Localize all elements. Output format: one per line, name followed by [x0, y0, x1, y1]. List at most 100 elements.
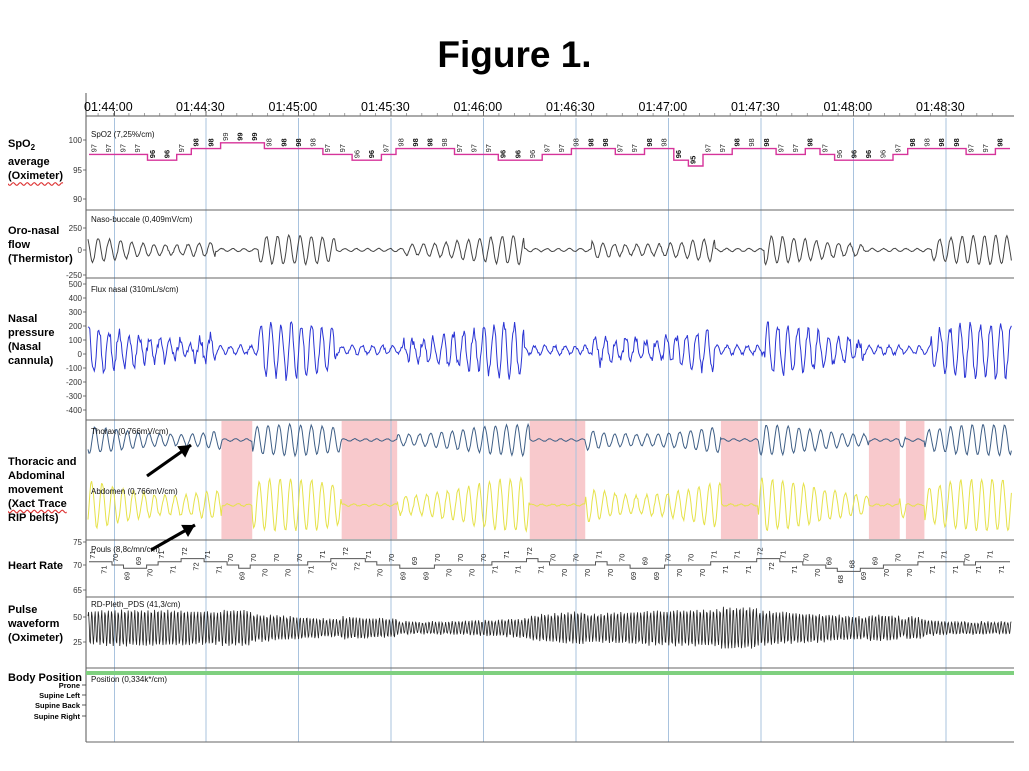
nasal-ytick-label: -400	[66, 406, 83, 415]
hr-value-label: 72	[191, 562, 200, 570]
nasal-ytick-label: 500	[69, 280, 83, 289]
spo2-value-label: 98	[440, 138, 449, 146]
hr-row-label: Heart Rate	[8, 559, 63, 573]
position-label-line1: Body Position	[8, 672, 82, 684]
hr-value-label: 70	[295, 554, 304, 562]
nasal-ytick-label: 300	[69, 308, 83, 317]
resp-label-line1: Thoracic and	[8, 456, 77, 468]
time-label-7: 01:47:30	[731, 100, 780, 114]
spo2-value-label: 98	[733, 138, 742, 146]
spo2-value-label: 98	[279, 138, 288, 146]
hr-value-label: 69	[410, 557, 419, 565]
spo2-trace	[89, 142, 1010, 167]
resp-label-line2: Abdominal	[8, 470, 65, 482]
hr-value-label: 71	[709, 550, 718, 558]
abdomen-trace	[87, 476, 1012, 533]
hr-value-label: 70	[813, 569, 822, 577]
nasal-ytick-label: 100	[69, 336, 83, 345]
thorax-trace	[87, 422, 1012, 458]
nasal-row-label: Nasal pressure (Nasal cannula)	[8, 312, 54, 368]
spo2-value-label: 97	[323, 144, 332, 152]
time-label-3: 01:45:30	[361, 100, 410, 114]
hr-value-label: 71	[733, 551, 742, 559]
spo2-value-label: 97	[791, 144, 800, 152]
hr-value-label: 70	[456, 554, 465, 562]
spo2-value-label: 97	[338, 144, 347, 152]
hr-value-label: 71	[157, 550, 166, 558]
spo2-value-label: 97	[703, 144, 712, 152]
hr-value-label: 71	[307, 565, 316, 573]
hr-value-label: 70	[894, 554, 903, 562]
spo2-value-label: 99	[250, 132, 259, 140]
hr-value-label: 70	[802, 554, 811, 562]
hr-value-label: 72	[341, 547, 350, 555]
channel-names: SpO2 (7,25%/cm) Naso-buccale (0,409mV/cm)…	[91, 130, 193, 684]
spo2-value-label: 97	[455, 144, 464, 152]
spo2-value-label: 97	[557, 144, 566, 152]
spo2-value-label: 98	[996, 138, 1005, 146]
spo2-value-label: 98	[601, 138, 610, 146]
time-label-2: 01:45:00	[269, 100, 318, 114]
spo2-value-label: 98	[660, 138, 669, 146]
spo2-value-label: 97	[776, 144, 785, 152]
hr-value-label: 70	[479, 554, 488, 562]
hr-value-label: 72	[767, 562, 776, 570]
hr-value-label: 71	[779, 550, 788, 558]
nasal-ytick-label: 0	[78, 350, 83, 359]
spo2-value-label: 98	[396, 138, 405, 146]
hr-value-label: 70	[548, 554, 557, 562]
time-label-4: 01:46:00	[454, 100, 503, 114]
nasal-ytick-label: 200	[69, 322, 83, 331]
hr-value-label: 69	[859, 572, 868, 580]
spo2-value-label: 97	[119, 144, 128, 152]
hr-value-label: 69	[237, 572, 246, 580]
hr-value-label: 71	[974, 565, 983, 573]
spo2-value-label: 97	[177, 144, 186, 152]
hr-value-label: 70	[675, 569, 684, 577]
hr-label-line1: Heart Rate	[8, 560, 64, 572]
spo2-label-main: SpO	[8, 138, 31, 150]
position-category-label: Supine Back	[35, 701, 81, 710]
hr-value-label: 69	[629, 572, 638, 580]
hr-value-label: 71	[203, 550, 212, 558]
spo2-value-label: 99	[236, 132, 245, 140]
thorax-channel-name: Thorax (0,766mV/cm)	[91, 427, 169, 436]
hr-value-label: 69	[399, 572, 408, 580]
hr-value-label: 71	[491, 565, 500, 573]
time-label-0: 01:44:00	[84, 100, 133, 114]
spo2-ytick-label: 90	[73, 195, 82, 204]
hr-value-label: 72	[180, 547, 189, 555]
spo2-value-label: 98	[747, 138, 756, 146]
spo2-value-label: 98	[572, 138, 581, 146]
flow-label-line1: Oro-nasal	[8, 225, 60, 237]
spo2-value-label: 97	[484, 144, 493, 152]
hr-value-label: 71	[594, 550, 603, 558]
hr-value-label: 70	[111, 554, 120, 562]
hr-ytick-label: 70	[73, 561, 82, 570]
nasal-label-line2: pressure	[8, 327, 55, 339]
spo2-value-label: 98	[762, 138, 771, 146]
hr-value-label: 71	[997, 565, 1006, 573]
position-channel-name: Position (0,334k*/cm)	[91, 675, 167, 684]
annotation-arrows	[146, 443, 196, 552]
hr-value-label: 70	[663, 554, 672, 562]
spo2-value-label: 96	[850, 150, 859, 158]
thorax-arrow-head	[177, 445, 191, 458]
nasal-trace	[87, 321, 1012, 381]
hr-value-label: 70	[560, 569, 569, 577]
hr-value-label: 70	[433, 554, 442, 562]
spo2-value-label: 97	[382, 144, 391, 152]
hr-value-label: 71	[940, 550, 949, 558]
resp-row-label: Thoracic and Abdominal movement (Xact Tr…	[8, 455, 76, 525]
spo2-value-label: 95	[689, 156, 698, 164]
hr-value-label: 71	[502, 550, 511, 558]
spo2-value-label: 98	[411, 138, 420, 146]
spo2-value-label: 96	[499, 150, 508, 158]
hr-value-label: 69	[652, 572, 661, 580]
pleth-label-line1: Pulse	[8, 604, 38, 616]
flow-label-line3: (Thermistor)	[8, 253, 73, 265]
resp-label-line5: RIP belts)	[8, 512, 59, 524]
hr-value-label: 72	[330, 562, 339, 570]
